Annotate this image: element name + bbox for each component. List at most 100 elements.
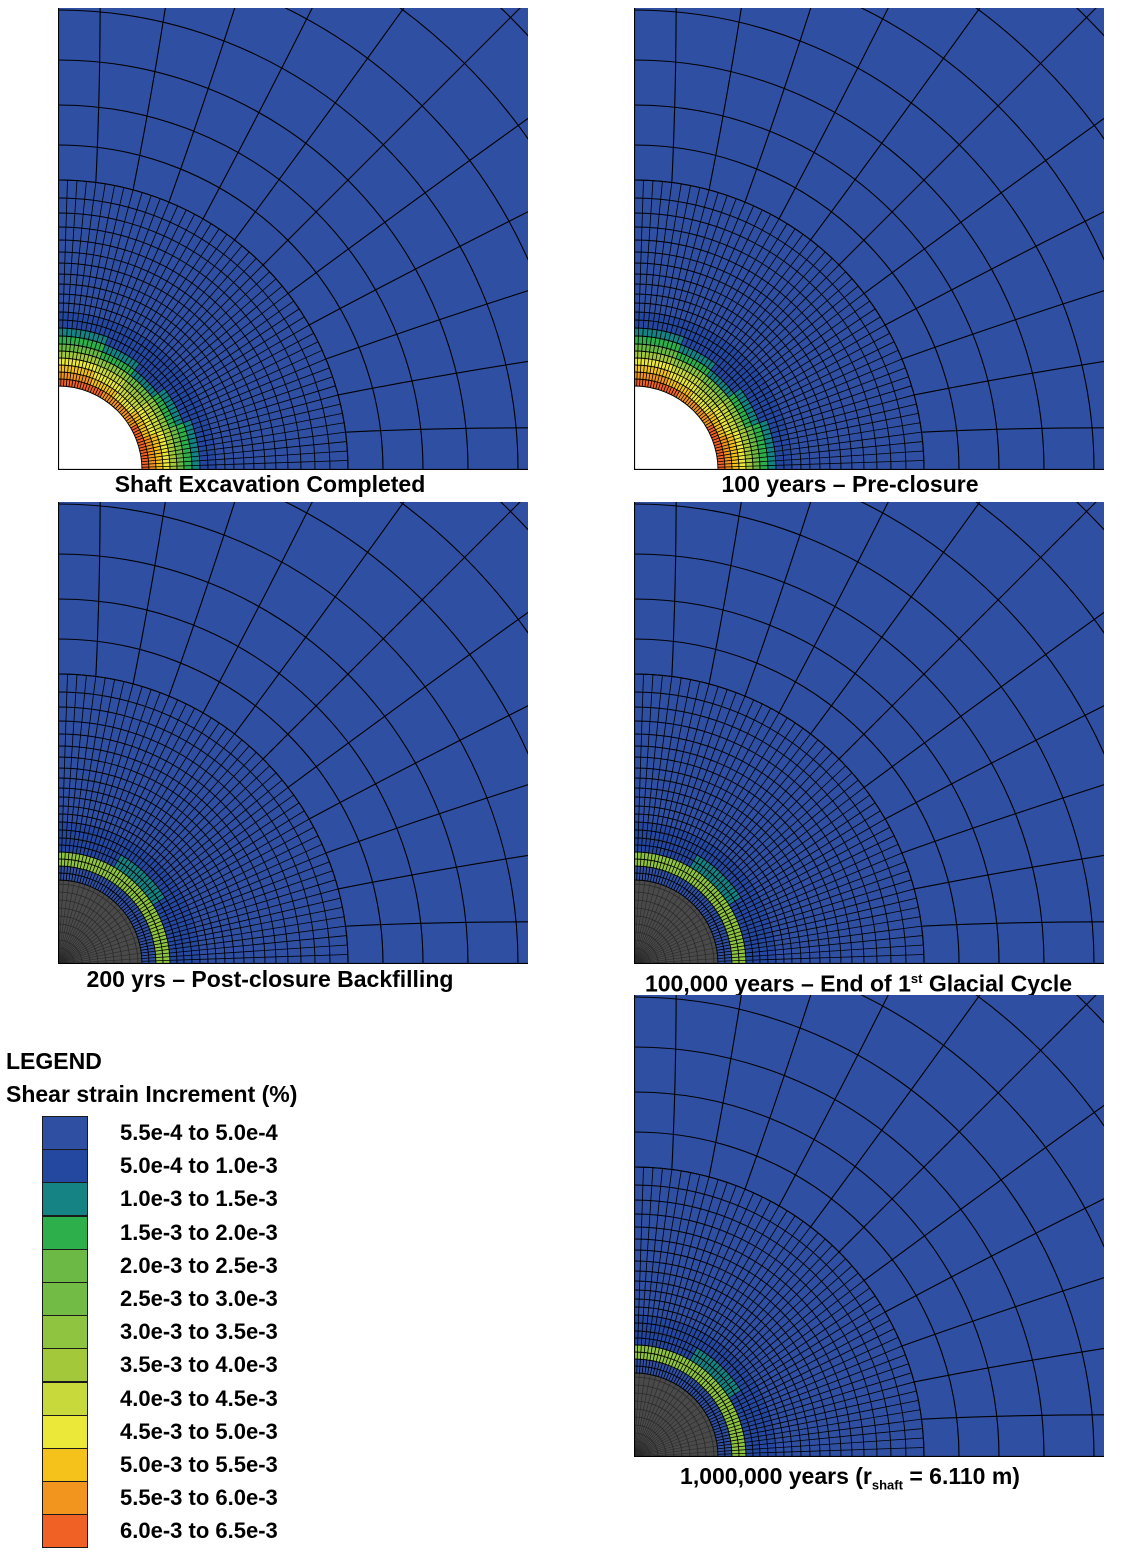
strain-cell [141, 895, 150, 903]
strain-cell [87, 384, 93, 393]
strain-cell [125, 841, 133, 851]
strain-cell [637, 365, 641, 373]
strain-cell [767, 460, 776, 466]
strain-cell [742, 1405, 751, 1412]
strain-cell [153, 423, 162, 430]
strain-cell [640, 358, 645, 366]
strain-cell [682, 346, 690, 356]
contour-panel-pre-closure [634, 8, 1104, 470]
strain-cell [194, 404, 204, 413]
strain-cell [710, 1380, 719, 1388]
strain-cell [759, 950, 768, 956]
strain-cell [199, 460, 208, 466]
strain-cell [781, 439, 790, 446]
strain-cell [642, 822, 648, 831]
backfill-mesh-line [58, 881, 75, 964]
strain-cell [738, 1397, 748, 1405]
strain-cell [144, 351, 154, 361]
mesh-radial [703, 308, 876, 424]
legend-label: 3.5e-3 to 4.0e-3 [120, 1352, 278, 1378]
strain-cell [169, 885, 179, 894]
strain-cell [743, 421, 752, 429]
strain-cell [734, 1363, 744, 1372]
strain-cell [124, 393, 133, 401]
strain-cell [69, 838, 75, 847]
strain-cell [147, 880, 156, 889]
strain-cell [767, 456, 776, 462]
strain-cell [132, 884, 140, 893]
strain-cell [169, 900, 179, 909]
strain-cell [747, 904, 757, 912]
mesh-radial [68, 182, 97, 387]
strain-cell [159, 897, 168, 905]
strain-cell [86, 369, 92, 378]
strain-cell [696, 1375, 704, 1384]
strain-cell [82, 314, 89, 323]
strain-cell [680, 1348, 687, 1357]
mesh-radial [127, 308, 300, 424]
strain-cell [734, 417, 743, 424]
mesh-radial [110, 739, 243, 900]
strain-cell [696, 335, 705, 345]
mesh-radial [715, 888, 915, 943]
mesh-radial [639, 1167, 654, 1374]
mesh-radial [325, 290, 528, 360]
strain-cell [178, 390, 188, 399]
strain-cell [683, 1366, 690, 1374]
strain-cell [145, 441, 153, 447]
strain-cell [718, 1404, 727, 1411]
mesh-radial [141, 431, 346, 460]
strain-cell [154, 396, 163, 404]
strain-cell [677, 829, 685, 839]
strain-cell [702, 1362, 710, 1371]
strain-cell [719, 898, 728, 906]
strain-cell [737, 901, 746, 908]
strain-cell [731, 1414, 739, 1421]
mesh-radial [130, 324, 310, 429]
strain-cell [183, 913, 193, 921]
backfill-mesh-line [634, 881, 651, 964]
strain-cell [162, 428, 171, 434]
strain-cell [117, 880, 125, 889]
strain-cell [109, 380, 117, 389]
backfill-mesh-line [634, 886, 667, 964]
strain-cell [169, 919, 178, 926]
strain-cell [748, 908, 758, 916]
strain-cell [146, 397, 155, 405]
mesh-radial [308, 211, 528, 326]
strain-cell [176, 955, 184, 961]
mesh-radial [99, 218, 204, 398]
strain-cell [673, 389, 680, 398]
strain-cell [682, 840, 690, 850]
strain-cell [98, 382, 105, 390]
strain-cell [129, 398, 137, 406]
strain-cell [715, 892, 723, 901]
strain-cell [170, 365, 181, 375]
mesh-radial [884, 211, 1104, 326]
strain-cell [722, 1350, 732, 1360]
strain-cell [692, 333, 701, 343]
strain-cell [734, 376, 744, 385]
strain-cell [169, 454, 177, 460]
mesh-radial [97, 214, 196, 397]
strain-cell [98, 374, 105, 383]
strain-cell [686, 841, 694, 851]
backfill-mesh-line [58, 947, 141, 964]
mesh-radial [705, 810, 881, 920]
mesh-radial [134, 843, 323, 930]
strain-cell [745, 1378, 755, 1387]
strain-cell [682, 386, 689, 395]
strain-cell [156, 413, 165, 421]
strain-cell [62, 312, 69, 321]
strain-cell [713, 408, 722, 416]
strain-cell [733, 882, 743, 891]
mesh-radial [73, 185, 115, 388]
strain-cell [133, 333, 142, 343]
strain-cell [58, 328, 63, 337]
strain-cell [713, 860, 723, 870]
strain-cell [766, 1438, 776, 1444]
mesh-radial [655, 189, 710, 389]
strain-cell [679, 847, 686, 856]
strain-cell [90, 850, 97, 858]
mesh-radial [668, 205, 755, 394]
